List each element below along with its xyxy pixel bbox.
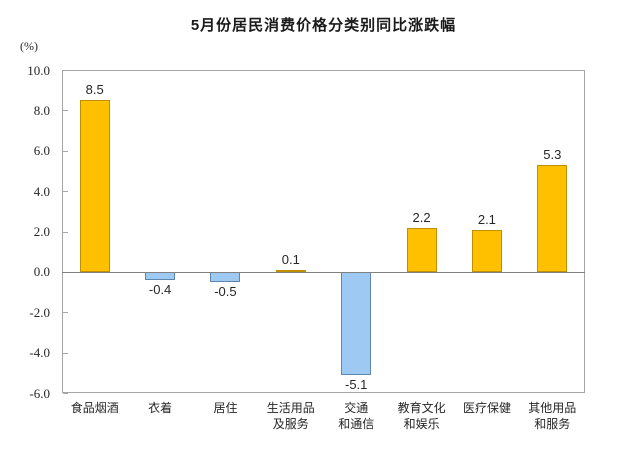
bar-value-label: -0.4 (148, 282, 172, 297)
y-tick-mark (63, 393, 68, 394)
y-tick-label: -4.0 (29, 345, 50, 361)
x-category-label: 交通 和通信 (338, 401, 375, 431)
bar-6 (406, 227, 437, 272)
y-tick-label: -6.0 (29, 385, 50, 401)
y-tick-mark (63, 312, 68, 314)
zero-axis-line (62, 271, 585, 273)
bar-value-label: -5.1 (344, 376, 368, 392)
y-tick-mark (63, 110, 68, 112)
bar-value-label: 2.1 (477, 211, 496, 227)
y-tick-label: 2.0 (33, 224, 50, 239)
x-category-label: 其他用品 和服务 (528, 401, 577, 431)
y-tick-mark (63, 70, 68, 71)
chart-title: 5月份居民消费价格分类别同比涨跌幅 (190, 17, 457, 34)
y-tick-mark (63, 352, 68, 354)
bar-5 (341, 271, 372, 375)
y-tick-label: 10.0 (27, 62, 50, 78)
y-tick-label: 8.0 (33, 102, 50, 118)
bar-value-label: 8.5 (85, 82, 104, 98)
y-tick-mark (63, 231, 68, 233)
bar-value-label: 2.2 (412, 209, 431, 225)
x-category-label: 生活用品 及服务 (266, 401, 315, 431)
y-tick-label: -2.0 (29, 304, 50, 320)
bar-4 (275, 269, 306, 272)
x-category-label: 居住 (213, 401, 238, 415)
y-tick-mark (63, 150, 68, 152)
bar-3 (210, 271, 241, 282)
x-category-label: 医疗保健 (462, 401, 511, 415)
bar-7 (471, 229, 502, 272)
y-tick-label: 6.0 (33, 143, 50, 159)
x-category-label: 教育文化 和娱乐 (397, 401, 446, 431)
y-tick-label: 0.0 (33, 264, 50, 280)
x-category-label: 衣着 (148, 401, 173, 415)
y-tick-label: 4.0 (33, 183, 50, 199)
plot-area (62, 70, 585, 393)
bar-value-label: -0.5 (214, 284, 237, 299)
y-axis-unit-label: (%) (20, 39, 38, 53)
bar-2 (145, 271, 176, 280)
bar-8 (537, 164, 568, 272)
y-tick-mark (63, 191, 68, 193)
bar-value-label: 0.1 (281, 251, 300, 267)
bar-value-label: 5.3 (543, 146, 562, 162)
bar-1 (79, 100, 110, 272)
x-category-label: 食品烟酒 (70, 401, 119, 415)
